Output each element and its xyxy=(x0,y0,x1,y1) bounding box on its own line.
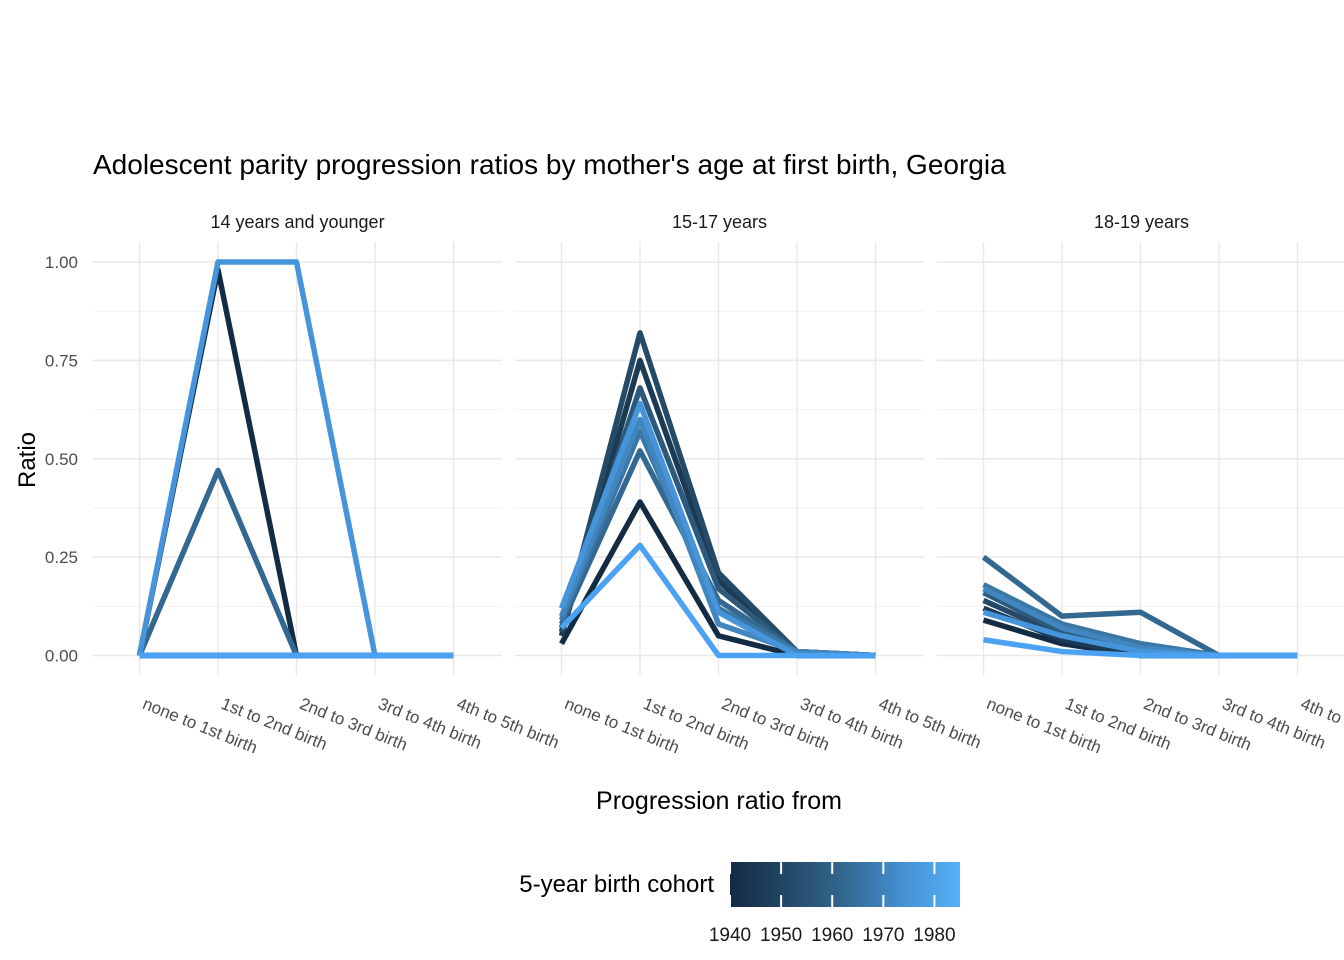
y-tick-label: 0.25 xyxy=(45,548,78,567)
chart-title: Adolescent parity progression ratios by … xyxy=(93,149,1006,180)
facet-label: 14 years and younger xyxy=(210,212,384,232)
legend-title: 5-year birth cohort xyxy=(519,871,714,898)
legend-colorbar xyxy=(730,862,960,907)
legend-tick-label: 1980 xyxy=(913,925,955,946)
facet-label: 18-19 years xyxy=(1094,212,1189,232)
y-tick-label: 0.00 xyxy=(45,647,78,666)
series-line-1980 xyxy=(559,542,876,659)
y-tick-label: 1.00 xyxy=(45,253,78,272)
y-tick-label: 0.75 xyxy=(45,351,78,370)
y-axis-title: Ratio xyxy=(14,431,41,489)
legend-tick-label: 1970 xyxy=(862,925,904,946)
legend-tick-label: 1960 xyxy=(811,925,853,946)
legend-tick-label: 1950 xyxy=(760,925,802,946)
legend-tick-label: 1940 xyxy=(709,925,751,946)
y-tick-label: 0.50 xyxy=(45,450,78,469)
facet-label: 15-17 years xyxy=(672,212,767,232)
series-line-1980 xyxy=(983,637,1298,659)
x-axis-title: Progression ratio from xyxy=(596,787,842,815)
